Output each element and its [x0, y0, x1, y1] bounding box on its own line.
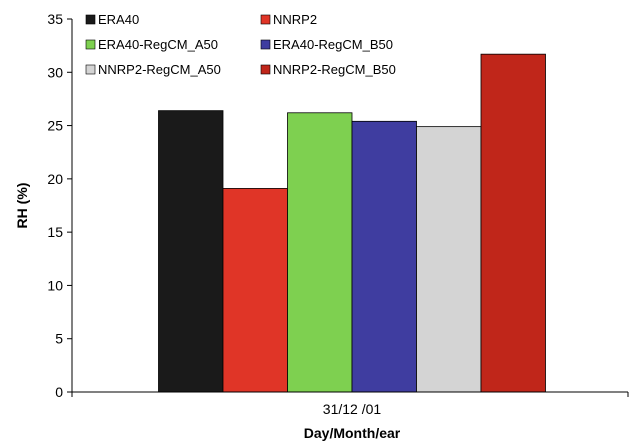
y-tick-label: 25 — [47, 118, 63, 134]
y-tick-label: 15 — [47, 224, 63, 240]
legend-label: ERA40-RegCM_B50 — [273, 37, 393, 52]
legend-label: NNRP2-RegCM_A50 — [98, 62, 221, 77]
legend-label: ERA40 — [98, 12, 139, 27]
legend: ERA40 NNRP2 ERA40-RegCM_A50 ERA40-RegCM_B50… — [85, 12, 396, 77]
legend-swatch — [260, 39, 271, 50]
bar-era40 — [158, 110, 224, 393]
legend-label: NNRP2 — [273, 12, 317, 27]
y-tick-label: 35 — [47, 11, 63, 27]
bar-nnrp2 — [222, 188, 288, 393]
legend-label: NNRP2-RegCM_B50 — [273, 62, 396, 77]
legend-swatch — [260, 14, 271, 25]
legend-swatch — [85, 64, 96, 75]
bar-era40-regcm-b50 — [351, 120, 417, 393]
y-tick-label: 20 — [47, 171, 63, 187]
y-tick-label: 5 — [55, 331, 63, 347]
legend-swatch — [85, 14, 96, 25]
legend-swatch — [260, 64, 271, 75]
y-tick-label: 10 — [47, 277, 63, 293]
y-axis-title: RH (%) — [14, 183, 30, 229]
x-tick-label: 31/12 /01 — [323, 401, 382, 417]
legend-label: ERA40-RegCM_A50 — [98, 37, 218, 52]
legend-swatch — [85, 39, 96, 50]
bars-group — [71, 53, 629, 397]
y-ticks-group: 0 5 10 15 20 25 30 35 — [47, 11, 72, 400]
y-tick-label: 30 — [47, 64, 63, 80]
bar-nnrp2-regcm-a50 — [416, 126, 482, 393]
bar-nnrp2-regcm-b50 — [480, 53, 546, 393]
y-tick-label: 0 — [55, 384, 63, 400]
bar-era40-regcm-a50 — [287, 112, 353, 393]
x-axis-title: Day/Month/ear — [304, 425, 401, 441]
